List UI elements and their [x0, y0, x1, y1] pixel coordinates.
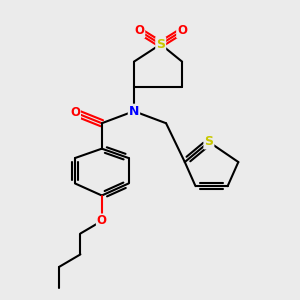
Text: O: O [177, 24, 187, 38]
Text: N: N [129, 105, 139, 118]
Text: S: S [156, 38, 165, 51]
Text: O: O [134, 24, 144, 38]
Text: S: S [204, 136, 213, 148]
Text: O: O [70, 106, 80, 119]
Text: O: O [97, 214, 107, 227]
